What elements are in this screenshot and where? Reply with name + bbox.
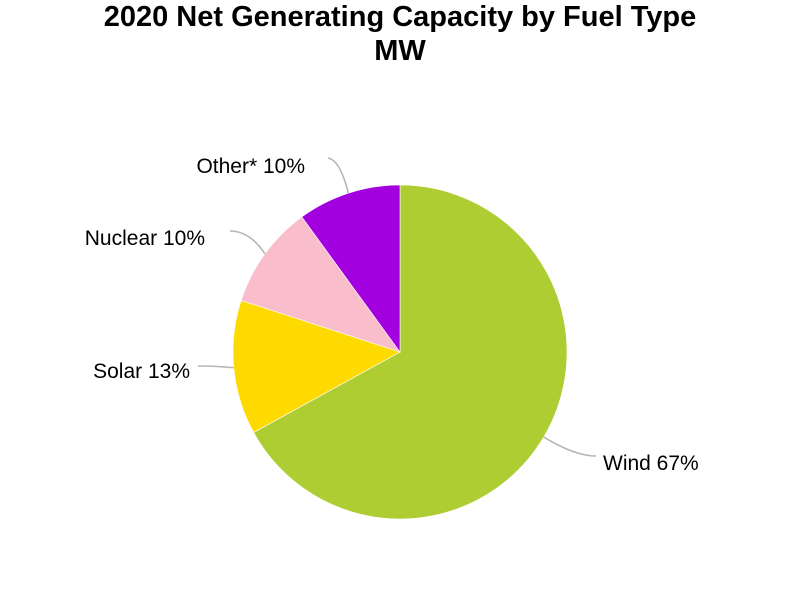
slice-label-solar: Solar 13% [93, 360, 190, 383]
slice-label-wind: Wind 67% [603, 452, 699, 475]
chart-subtitle: MW [374, 35, 426, 67]
pie-slice-nuclear [240, 216, 401, 353]
leader-line-wind [543, 436, 597, 457]
slice-label-other: Other* 10% [196, 155, 305, 178]
chart-title: 2020 Net Generating Capacity by Fuel Typ… [103, 1, 697, 33]
leader-line-solar [197, 365, 234, 369]
slice-label-nuclear: Nuclear 10% [85, 227, 205, 250]
leader-line-other [327, 157, 350, 194]
leader-line-nuclear [229, 230, 266, 255]
pie-slice-solar [232, 300, 401, 433]
chart-title-block: 2020 Net Generating Capacity by Fuel Typ… [0, 0, 800, 68]
